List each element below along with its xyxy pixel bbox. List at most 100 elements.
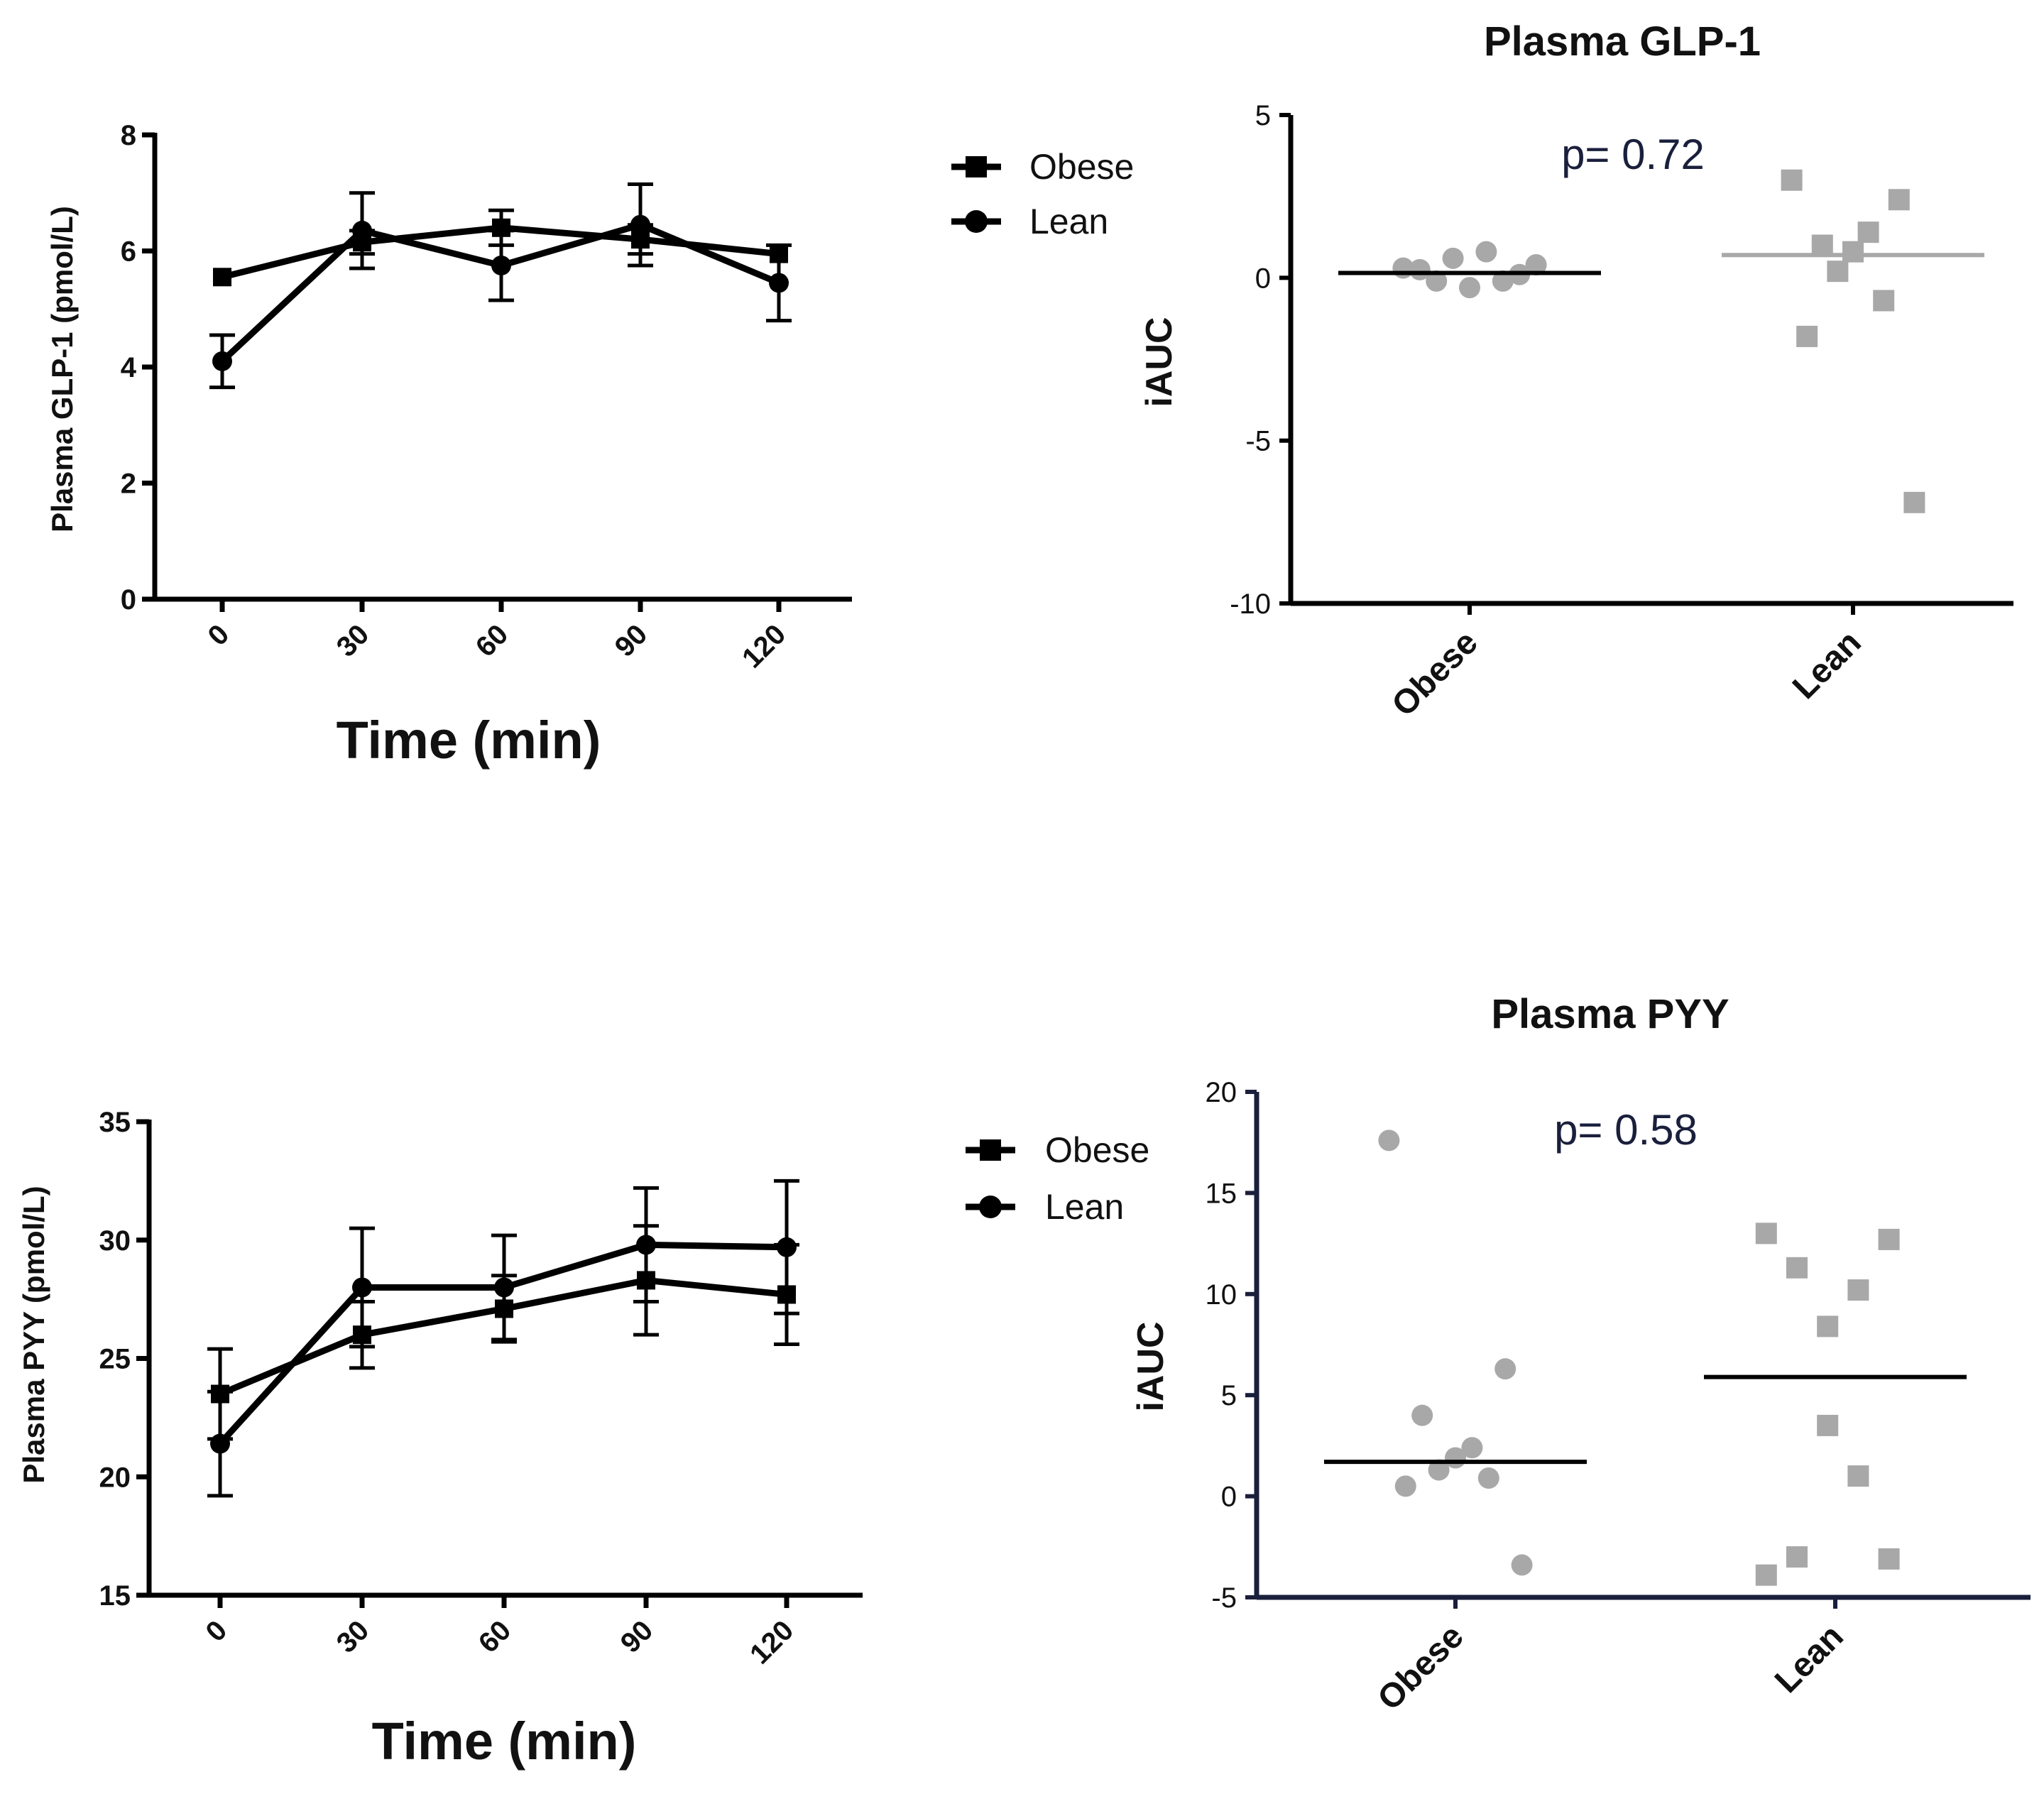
data-point-lean (1873, 290, 1895, 312)
data-point-obese (1426, 270, 1448, 292)
y-axis-label: Plasma GLP-1 (pmol/L) (45, 206, 79, 532)
y-tick-label: 20 (1206, 1077, 1237, 1108)
x-tick-label: 90 (615, 1614, 660, 1659)
y-tick-label: 4 (121, 352, 137, 383)
y-tick-label: 30 (99, 1225, 131, 1257)
data-point-lean (1786, 1546, 1808, 1568)
data-point-lean (352, 220, 372, 241)
plot-area: -10 -5 0 5 Obese Lean (1230, 100, 2013, 724)
data-point-lean (210, 1433, 230, 1454)
x-tick-label: 60 (470, 618, 515, 663)
data-point-lean (630, 214, 650, 235)
x-axis-label: Time (min) (372, 1712, 637, 1771)
data-point-obese (492, 218, 510, 237)
y-tick-label: 15 (99, 1580, 131, 1612)
legend-lean-marker (965, 210, 988, 233)
data-point-obese (1378, 1130, 1400, 1152)
x-tick-label: 30 (331, 618, 376, 663)
legend-lean-label: Lean (1029, 202, 1108, 241)
data-point-lean (352, 1277, 372, 1298)
plot-area: 15 20 25 30 35 0 30 60 90 120 (99, 1107, 863, 1670)
data-point-lean (1755, 1223, 1777, 1245)
data-point-lean (1796, 325, 1818, 347)
data-point-lean (1811, 234, 1833, 256)
legend: Obese Lean (966, 1130, 1149, 1227)
data-point-obese (1461, 1437, 1483, 1459)
legend-lean-marker (979, 1196, 1002, 1218)
data-point-obese (1409, 258, 1431, 280)
x-tick-label: 0 (200, 1614, 234, 1648)
x-axis-label: Time (min) (337, 711, 601, 770)
data-point-lean (212, 351, 232, 371)
y-tick-label: -5 (1211, 1582, 1237, 1614)
data-point-lean (1878, 1548, 1900, 1570)
data-point-obese (1475, 241, 1497, 263)
data-point-obese (1511, 1554, 1533, 1576)
x-tick-label: 120 (736, 618, 792, 674)
data-point-obese (1525, 253, 1547, 275)
data-point-lean (1817, 1414, 1839, 1436)
y-axis-label: iAUC (1139, 317, 1180, 407)
x-tick-label: 0 (202, 618, 236, 652)
data-point-lean (1755, 1564, 1777, 1586)
legend-obese-marker (966, 156, 987, 177)
y-axis-label: iAUC (1130, 1321, 1171, 1411)
data-point-obese (1442, 247, 1464, 269)
data-point-lean (636, 1235, 656, 1255)
data-point-obese (1494, 1358, 1516, 1380)
data-point-obese (495, 1299, 513, 1318)
y-tick-label: 20 (99, 1462, 131, 1493)
data-point-lean (777, 1237, 797, 1257)
data-point-lean (1817, 1316, 1839, 1338)
data-point-obese (213, 268, 231, 287)
y-axis-label: Plasma PYY (pmol/L) (17, 1186, 50, 1483)
data-point-lean (1847, 1465, 1869, 1487)
data-point-obese (1394, 1475, 1416, 1497)
p-value-annotation: p= 0.58 (1554, 1106, 1698, 1154)
data-point-lean (1781, 169, 1803, 191)
plot-area: -5 0 5 10 15 20 Obese Lean (1206, 1077, 2031, 1718)
p-value-annotation: p= 0.72 (1561, 131, 1705, 178)
pyy-timecourse-chart: Plasma PYY (pmol/L) Time (min) 15 20 25 30 3… (17, 1107, 1149, 1771)
y-tick-label: 0 (1255, 263, 1271, 294)
data-point-lean (769, 273, 789, 293)
data-point-obese (1477, 1467, 1499, 1489)
y-tick-label: 0 (121, 584, 136, 616)
y-tick-label: 6 (121, 236, 136, 268)
y-tick-label: 2 (121, 469, 136, 500)
y-tick-label: 15 (1206, 1178, 1237, 1209)
y-tick-label: 35 (99, 1107, 131, 1138)
legend-obese-label: Obese (1029, 147, 1134, 187)
glp1-timecourse-chart: Plasma GLP-1 (pmol/L) Time (min) 0 2 4 6 8 0 3… (45, 120, 1134, 770)
x-tick-label: 120 (744, 1614, 799, 1670)
x-tick-label: 60 (473, 1614, 518, 1659)
data-point-obese (1459, 277, 1480, 299)
legend: Obese Lean (951, 147, 1134, 241)
data-point-lean (1786, 1257, 1808, 1279)
y-tick-label: 5 (1255, 100, 1271, 131)
data-point-obese (1492, 270, 1514, 292)
x-tick-label: 30 (331, 1614, 376, 1659)
data-point-obese (770, 244, 788, 263)
x-tick-label: 90 (609, 618, 654, 663)
data-point-lean (1888, 189, 1910, 211)
data-point-lean (491, 255, 511, 275)
legend-lean-label: Lean (1045, 1187, 1124, 1227)
y-tick-label: 25 (99, 1344, 131, 1375)
data-point-lean (494, 1277, 514, 1298)
legend-obese-label: Obese (1045, 1130, 1149, 1170)
data-point-lean (1903, 491, 1925, 513)
data-point-lean (1842, 241, 1864, 263)
category-label-obese: Obese (1385, 623, 1485, 723)
y-tick-label: -5 (1245, 426, 1271, 457)
plot-area: 0 2 4 6 8 0 30 60 90 120 (121, 120, 852, 674)
data-point-obese (211, 1384, 229, 1404)
chart-title: Plasma PYY (1491, 991, 1729, 1037)
category-label-lean: Lean (1768, 1617, 1851, 1700)
pyy-iauc-chart: Plasma PYY iAUC p= 0.58 -5 0 5 10 15 20 Obese L… (1130, 991, 2031, 1718)
category-label-lean: Lean (1786, 623, 1869, 706)
y-tick-label: 10 (1206, 1279, 1237, 1311)
data-point-lean (1878, 1228, 1900, 1250)
data-point-obese (637, 1271, 655, 1290)
